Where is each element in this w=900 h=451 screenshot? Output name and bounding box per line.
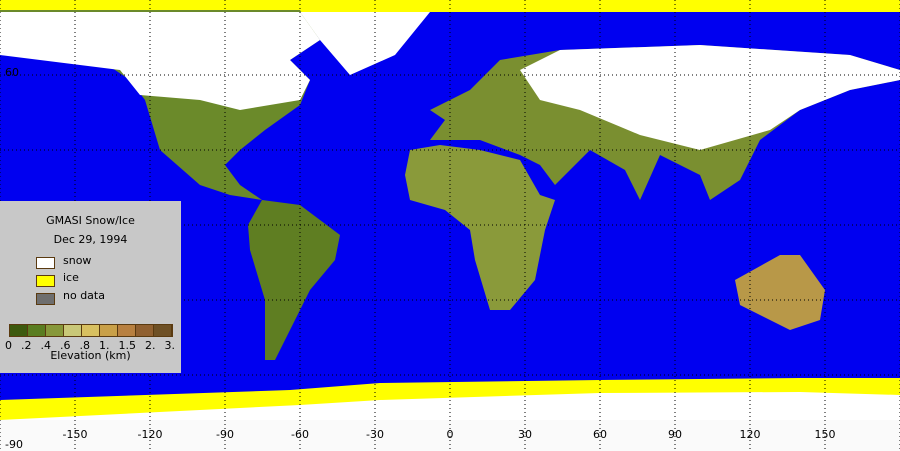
colorbar-tick-label: .6: [60, 339, 71, 352]
lon-label: -30: [366, 428, 384, 441]
lon-label: 90: [668, 428, 682, 441]
colorbar-segment: [10, 325, 28, 336]
colorbar-segment: [28, 325, 46, 336]
colorbar-segment: [82, 325, 100, 336]
africa: [405, 145, 555, 310]
colorbar-ticks: 0 .2 .4 .6 .8 1. 1.5 2. 3.: [5, 339, 175, 352]
colorbar-segment: [100, 325, 118, 336]
colorbar-tick-label: 3.: [164, 339, 176, 352]
south-america: [248, 200, 340, 360]
snow-label: snow: [63, 254, 92, 267]
colorbar-tick-label: .8: [79, 339, 91, 352]
elevation-colorbar: [9, 324, 173, 337]
lon-label: 30: [518, 428, 532, 441]
colorbar-segment: [136, 325, 154, 336]
colorbar-tick-label: 2.: [145, 339, 156, 352]
colorbar-segment: [46, 325, 64, 336]
colorbar-segment: [64, 325, 82, 336]
lon-label: -90: [216, 428, 234, 441]
colorbar-tick-label: 1.: [99, 339, 110, 352]
colorbar-tick-label: 1.5: [118, 339, 137, 352]
lon-label: 60: [593, 428, 607, 441]
no-data-label: no data: [63, 289, 105, 302]
legend-date: Dec 29, 1994: [53, 233, 128, 246]
greenland: [300, 12, 430, 75]
snow-swatch: [36, 257, 55, 269]
lon-label: 0: [446, 428, 454, 441]
colorbar-tick-label: .2: [21, 339, 32, 352]
eurasia-snow: [520, 45, 900, 150]
colorbar-tick-label: 0: [5, 339, 12, 352]
lon-label: 150: [814, 428, 836, 441]
legend: GMASI Snow/Ice Dec 29, 1994 snow ice no …: [0, 201, 181, 373]
no-data-swatch: [36, 293, 55, 305]
lon-label: -120: [137, 428, 163, 441]
colorbar-tick-label: .4: [40, 339, 52, 352]
lon-label: 120: [739, 428, 761, 441]
lat-label-minus-90: -90: [5, 438, 23, 451]
lon-label: -60: [291, 428, 309, 441]
lat-label-60: 60: [5, 66, 19, 79]
colorbar-segment: [118, 325, 136, 336]
ice-swatch: [36, 275, 55, 287]
colorbar-label: Elevation (km): [50, 349, 131, 362]
legend-title: GMASI Snow/Ice: [46, 214, 135, 227]
australia: [735, 255, 825, 330]
lon-label: -150: [62, 428, 88, 441]
north-america-snow: [0, 12, 320, 110]
colorbar-segment: [154, 325, 172, 336]
ice-label: ice: [63, 271, 79, 284]
